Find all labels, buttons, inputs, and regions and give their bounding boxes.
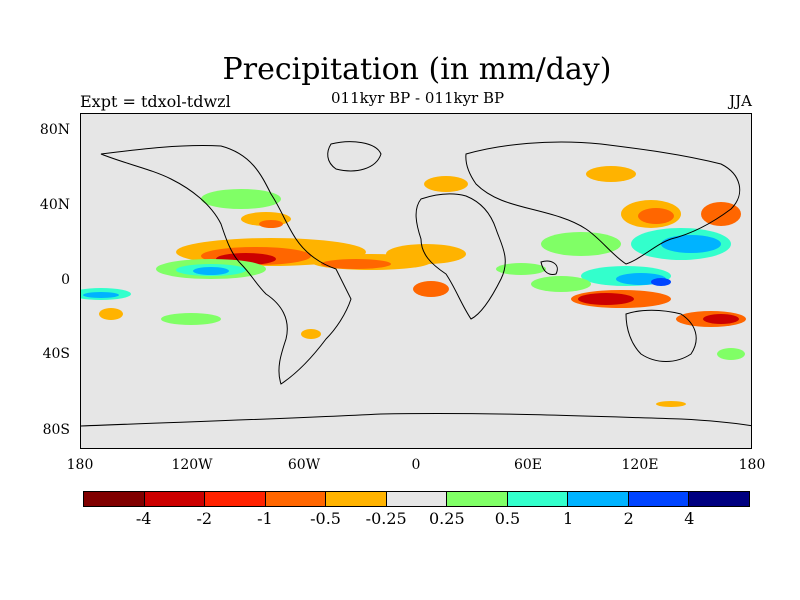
colorbar-tick-label: 2 bbox=[623, 509, 634, 528]
lat-label-80s: 80S bbox=[42, 422, 70, 438]
colorbar-swatch bbox=[689, 492, 750, 506]
subtitle: 011kyr BP - 011kyr BP bbox=[331, 89, 505, 107]
colorbar-swatch bbox=[628, 492, 690, 506]
colorbar-swatch bbox=[447, 492, 508, 506]
map-panel bbox=[80, 113, 752, 449]
lat-label-80n: 80N bbox=[39, 122, 70, 138]
lat-label-0: 0 bbox=[61, 272, 70, 288]
anomaly-field bbox=[81, 166, 746, 407]
lon-label-180e: 180 bbox=[738, 457, 766, 473]
colorbar-tick-label: 0.5 bbox=[494, 509, 521, 528]
colorbar-tick-label: -0.25 bbox=[365, 509, 407, 528]
colorbar-swatch bbox=[507, 492, 569, 506]
lon-label-60e: 60E bbox=[513, 457, 543, 473]
colorbar-swatch bbox=[144, 492, 206, 506]
lon-label-60w: 60W bbox=[287, 457, 321, 473]
colorbar-tick-label: 0.25 bbox=[429, 509, 465, 528]
lat-label-40n: 40N bbox=[39, 197, 70, 213]
colorbar-tick-label: -2 bbox=[196, 509, 213, 528]
colorbar-tick-label: 1 bbox=[562, 509, 574, 528]
colorbar bbox=[83, 491, 750, 507]
lat-label-40s: 40S bbox=[42, 346, 70, 362]
colorbar-tick-label: -1 bbox=[257, 509, 273, 528]
page-title: Precipitation (in mm/day) bbox=[222, 52, 612, 87]
colorbar-tick-label: -0.5 bbox=[310, 509, 341, 528]
colorbar-swatch bbox=[84, 492, 145, 506]
colorbar-swatch bbox=[265, 492, 327, 506]
coastlines bbox=[81, 141, 751, 427]
lon-label-120w: 120W bbox=[171, 457, 213, 473]
colorbar-swatch bbox=[386, 492, 448, 506]
colorbar-swatch bbox=[568, 492, 629, 506]
experiment-label: Expt = tdxol-tdwzl bbox=[80, 92, 231, 111]
colorbar-swatch bbox=[205, 492, 266, 506]
colorbar-swatch bbox=[326, 492, 387, 506]
map-canvas bbox=[81, 141, 751, 427]
lon-label-120e: 120E bbox=[621, 457, 659, 473]
colorbar-tick-label: 4 bbox=[684, 509, 695, 528]
season-label: JJA bbox=[729, 92, 752, 110]
lon-label-0: 0 bbox=[411, 457, 421, 473]
lon-label-180w: 180 bbox=[66, 457, 94, 473]
colorbar-tick-label: -4 bbox=[135, 509, 152, 528]
